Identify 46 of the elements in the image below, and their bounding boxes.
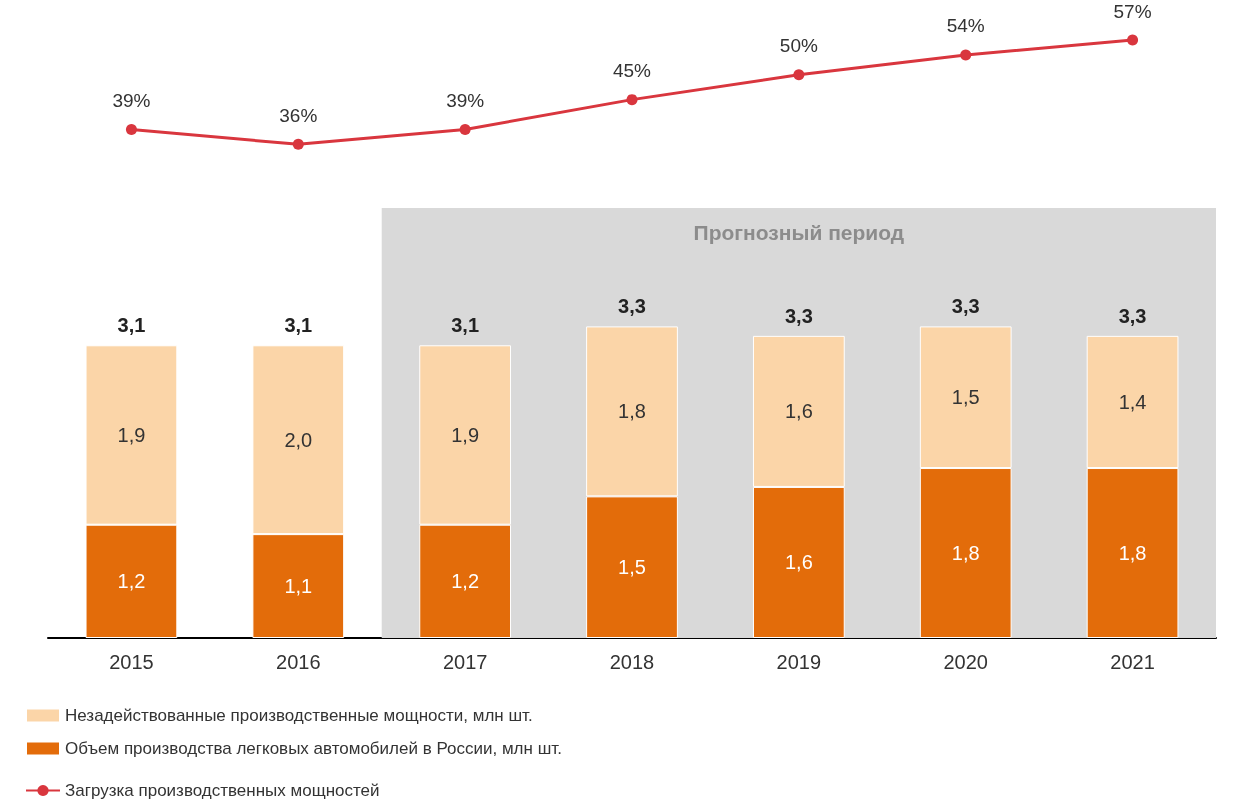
data-label: 1,8 xyxy=(1118,542,1147,565)
total-label: 3,1 xyxy=(451,314,480,337)
data-label: 1,8 xyxy=(618,400,646,423)
data-label: 50% xyxy=(779,35,818,57)
data-label: 1,6 xyxy=(784,551,813,574)
data-label: 36% xyxy=(279,104,318,126)
data-label: 1,8 xyxy=(951,542,980,565)
x-tick-label: 2017 xyxy=(442,651,488,673)
total-label: 3,3 xyxy=(1118,304,1147,327)
data-label: 2,0 xyxy=(284,428,313,451)
total-label: 3,3 xyxy=(951,295,980,318)
x-tick-label: 2018 xyxy=(609,651,655,673)
legend-label: Объем производства легковых автомобилей в России, млн шт. xyxy=(65,739,562,758)
total-label: 3,3 xyxy=(784,304,813,327)
point xyxy=(960,49,972,61)
data-label: 1,9 xyxy=(117,423,146,446)
x-tick-label: 2016 xyxy=(276,651,321,673)
data-label: 1,4 xyxy=(1118,390,1147,413)
x-tick-label: 2015 xyxy=(109,651,154,673)
total-label: 3,3 xyxy=(618,295,646,318)
point xyxy=(125,123,137,135)
x-tick-label: 2020 xyxy=(943,651,988,673)
point xyxy=(1127,34,1139,46)
legend-label: Загрузка производственных мощностей xyxy=(65,781,380,800)
data-label: 39% xyxy=(112,89,151,111)
total-label: 3,1 xyxy=(284,314,313,337)
data-label: 1,6 xyxy=(784,400,813,423)
data-label: 1,5 xyxy=(951,386,980,409)
data-label: 1,9 xyxy=(451,423,480,446)
band-label: Прогнозный период xyxy=(693,221,905,244)
point xyxy=(793,69,805,81)
data-label: 57% xyxy=(1113,0,1152,22)
data-label: 1,2 xyxy=(117,570,146,593)
data-label: 1,2 xyxy=(451,570,480,593)
data-label: 45% xyxy=(612,60,652,82)
data-label: 39% xyxy=(446,89,485,111)
data-label: 1,5 xyxy=(618,556,646,579)
total-label: 3,1 xyxy=(117,314,146,337)
point xyxy=(459,123,471,135)
legend-label: Незадействованные производственные мощности, млн шт. xyxy=(65,706,533,725)
x-tick-label: 2021 xyxy=(1110,651,1155,673)
point xyxy=(626,94,638,106)
data-label: 54% xyxy=(946,15,985,37)
x-tick-label: 2019 xyxy=(776,651,822,673)
point xyxy=(292,138,304,150)
data-label: 1,1 xyxy=(284,575,313,598)
